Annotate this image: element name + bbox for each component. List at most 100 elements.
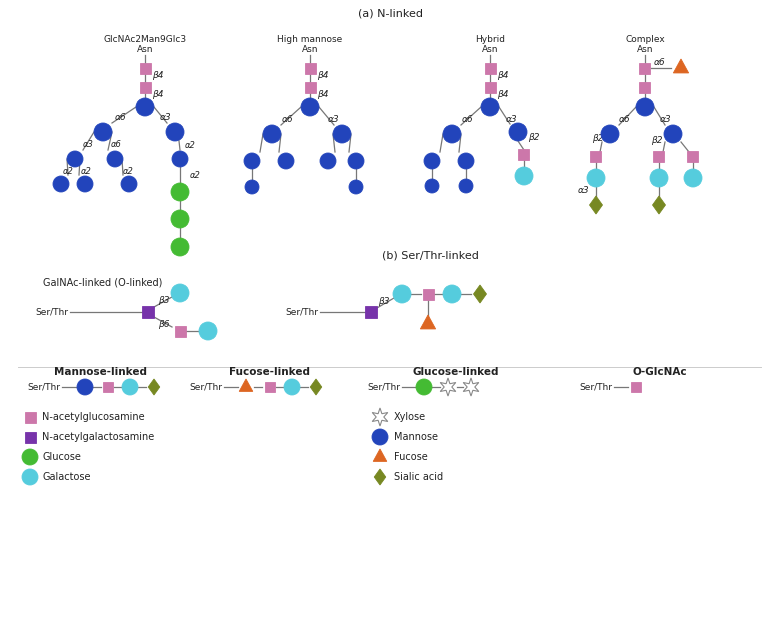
Circle shape: [244, 153, 260, 169]
Text: α3: α3: [578, 185, 590, 194]
Circle shape: [587, 169, 605, 187]
Circle shape: [121, 176, 137, 192]
Text: α6: α6: [111, 140, 122, 148]
Text: O-GlcNAc: O-GlcNAc: [633, 367, 687, 377]
Text: α3: α3: [328, 115, 340, 124]
Text: Asn: Asn: [481, 45, 499, 54]
Text: Hybrid: Hybrid: [475, 34, 505, 43]
Bar: [485, 82, 495, 92]
Text: α6: α6: [462, 115, 474, 124]
Circle shape: [263, 125, 281, 143]
Circle shape: [393, 285, 411, 303]
Circle shape: [22, 469, 38, 485]
Circle shape: [601, 125, 619, 143]
Circle shape: [349, 180, 363, 194]
Circle shape: [122, 379, 138, 395]
Text: α3: α3: [160, 113, 171, 122]
Text: Ser/Thr: Ser/Thr: [367, 382, 400, 392]
Text: Fucose-linked: Fucose-linked: [230, 367, 311, 377]
Circle shape: [166, 123, 184, 141]
Text: β2: β2: [528, 132, 540, 141]
Text: Ser/Thr: Ser/Thr: [35, 308, 68, 317]
Bar: [365, 306, 377, 318]
Text: α6: α6: [654, 57, 665, 66]
Circle shape: [53, 176, 69, 192]
Bar: [24, 412, 36, 422]
Text: (a) N-linked: (a) N-linked: [358, 8, 422, 18]
Circle shape: [245, 180, 259, 194]
Circle shape: [372, 429, 388, 445]
Circle shape: [481, 98, 499, 116]
Text: Ser/Thr: Ser/Thr: [579, 382, 612, 392]
Bar: [590, 150, 601, 162]
Bar: [654, 150, 664, 162]
Text: Galactose: Galactose: [42, 472, 90, 482]
Text: α6: α6: [115, 113, 127, 122]
Text: α3: α3: [660, 115, 671, 124]
Text: N-acetylgalactosamine: N-acetylgalactosamine: [42, 432, 154, 442]
Bar: [640, 62, 650, 73]
Text: Asn: Asn: [137, 45, 153, 54]
Text: α6: α6: [282, 115, 294, 124]
Text: High mannose: High mannose: [277, 34, 343, 43]
Circle shape: [94, 123, 112, 141]
Text: α6: α6: [619, 115, 631, 124]
Polygon shape: [372, 408, 388, 426]
Circle shape: [636, 98, 654, 116]
Polygon shape: [239, 379, 253, 391]
Text: β4: β4: [317, 90, 329, 99]
Text: Mannose: Mannose: [394, 432, 438, 442]
Text: Complex: Complex: [625, 34, 664, 43]
Bar: [305, 82, 315, 92]
Text: GlcNAc2Man9Glc3: GlcNAc2Man9Glc3: [104, 34, 186, 43]
Bar: [631, 382, 641, 392]
Circle shape: [424, 153, 440, 169]
Polygon shape: [373, 449, 387, 461]
Polygon shape: [374, 469, 386, 485]
Text: Ser/Thr: Ser/Thr: [285, 308, 318, 317]
Polygon shape: [148, 379, 160, 395]
Circle shape: [425, 179, 439, 193]
Text: α2: α2: [63, 166, 74, 176]
Bar: [688, 150, 699, 162]
Bar: [265, 382, 275, 392]
Circle shape: [443, 285, 461, 303]
Text: α2: α2: [123, 166, 134, 176]
Polygon shape: [440, 378, 456, 396]
Polygon shape: [673, 59, 689, 73]
Text: GalNAc-linked (O-linked): GalNAc-linked (O-linked): [44, 277, 163, 287]
Circle shape: [171, 210, 189, 228]
Bar: [519, 148, 530, 159]
Circle shape: [77, 176, 93, 192]
Text: Glucose-linked: Glucose-linked: [413, 367, 499, 377]
Text: Fucose: Fucose: [394, 452, 428, 462]
Text: α3: α3: [83, 140, 94, 148]
Text: Asn: Asn: [301, 45, 319, 54]
Text: β4: β4: [317, 71, 329, 80]
Bar: [103, 382, 113, 392]
Circle shape: [664, 125, 682, 143]
Text: α2: α2: [185, 141, 196, 150]
Circle shape: [650, 169, 668, 187]
Circle shape: [301, 98, 319, 116]
Bar: [640, 82, 650, 92]
Bar: [139, 62, 150, 73]
Circle shape: [684, 169, 702, 187]
Text: β4: β4: [497, 90, 509, 99]
Bar: [139, 82, 150, 92]
Text: β4: β4: [152, 71, 164, 80]
Circle shape: [458, 153, 474, 169]
Circle shape: [172, 151, 188, 167]
Text: β2: β2: [651, 136, 662, 145]
Circle shape: [67, 151, 83, 167]
Bar: [174, 326, 185, 336]
Polygon shape: [310, 379, 322, 395]
Text: (b) Ser/Thr-linked: (b) Ser/Thr-linked: [382, 250, 478, 260]
Text: β3: β3: [158, 296, 170, 304]
Circle shape: [416, 379, 432, 395]
Text: Sialic acid: Sialic acid: [394, 472, 443, 482]
Circle shape: [284, 379, 300, 395]
Bar: [422, 289, 433, 299]
Bar: [485, 62, 495, 73]
Text: Mannose-linked: Mannose-linked: [54, 367, 146, 377]
